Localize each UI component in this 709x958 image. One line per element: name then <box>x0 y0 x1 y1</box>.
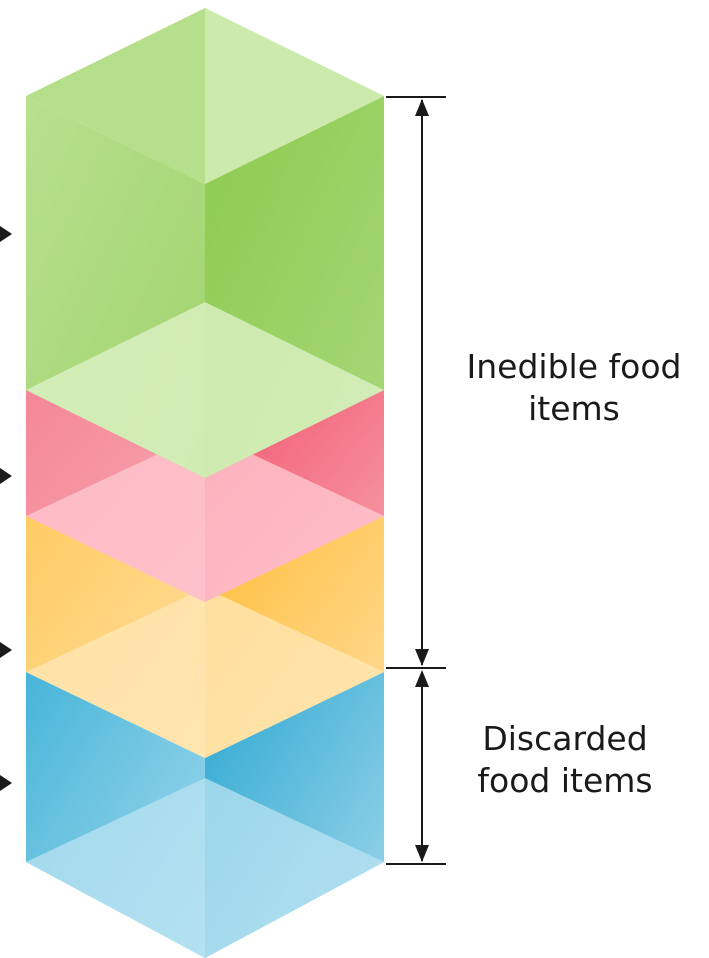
left-arrow-1 <box>0 226 12 242</box>
layer-red <box>26 390 384 602</box>
left-arrow-4 <box>0 775 12 791</box>
green-inner-top <box>26 302 384 478</box>
label-inedible-food-items: Inedible food items <box>438 346 709 430</box>
left-arrows <box>0 226 12 791</box>
left-arrow-3 <box>0 642 12 658</box>
orange-inner-top <box>26 588 384 758</box>
dimension-inedible <box>386 96 446 669</box>
dimension-discarded <box>386 672 446 865</box>
red-inner-top <box>26 432 384 602</box>
layer-blue <box>26 672 384 958</box>
label-inedible-line1: Inedible food <box>466 347 682 386</box>
label-discarded-line2: food items <box>477 761 653 800</box>
label-discarded-line1: Discarded <box>482 719 648 758</box>
discarded-arrow-down <box>415 845 429 862</box>
inedible-arrowheads <box>415 99 429 666</box>
discarded-arrowheads <box>415 670 429 862</box>
layer-orange <box>26 516 384 758</box>
left-arrow-2 <box>0 468 12 484</box>
inedible-arrow-down <box>415 649 429 666</box>
blue-inner-top <box>26 778 384 958</box>
label-inedible-line2: items <box>528 389 620 428</box>
label-discarded-food-items: Discarded food items <box>455 718 675 802</box>
inedible-arrow-up <box>415 99 429 116</box>
green-top-highlight <box>205 8 384 184</box>
layer-green <box>26 8 384 478</box>
discarded-arrow-up <box>415 670 429 687</box>
